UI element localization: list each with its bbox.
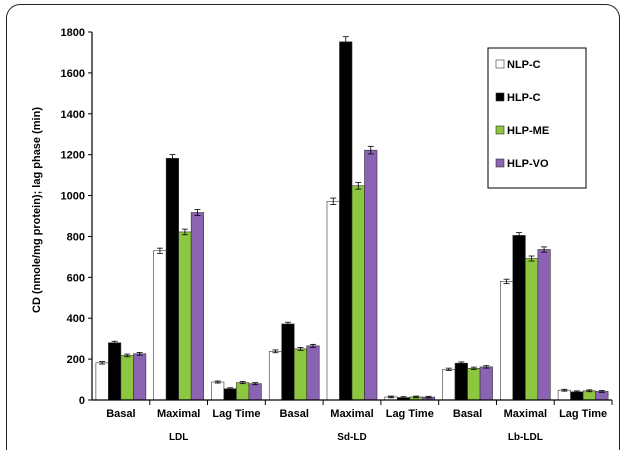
bar-hlp-c: [454, 362, 468, 401]
x-tick-label: Maximal: [330, 408, 373, 420]
y-tick-label: 800: [67, 231, 85, 243]
bar-hlp-me: [236, 382, 250, 401]
bars: [95, 36, 609, 401]
bar-hlp-me: [293, 348, 308, 401]
bar-hlp-c: [512, 235, 526, 401]
x-tick-label: Basal: [280, 408, 309, 420]
bar-hlp-me: [351, 185, 365, 401]
legend-swatch: [495, 92, 505, 102]
legend-label: HLP-C: [507, 92, 541, 104]
figure-frame: [6, 4, 620, 450]
bar-nlp-c: [442, 369, 456, 401]
bar-hlp-vo: [133, 353, 147, 401]
y-axis-label: CD (nmole/mg protein); lag phase (min): [31, 107, 43, 313]
bar-nlp-c: [268, 351, 283, 401]
bar-hlp-vo: [537, 249, 551, 401]
y-tick-label: 400: [67, 313, 85, 325]
legend-box: [487, 47, 587, 189]
bar-nlp-c: [500, 281, 514, 401]
x-tick-label: Lag Time: [212, 408, 260, 420]
bar-hlp-vo: [306, 345, 320, 401]
bar-nlp-c: [326, 200, 340, 401]
group-label: LDL: [169, 432, 188, 443]
y-tick-label: 1400: [61, 109, 85, 121]
y-tick-label: 1200: [61, 150, 85, 162]
bar-hlp-vo: [364, 149, 378, 401]
bar-hlp-c: [165, 158, 179, 401]
bar-hlp-vo: [248, 383, 262, 401]
group-label: Lb-LDL: [508, 432, 543, 443]
bar-nlp-c: [95, 362, 109, 401]
bar-nlp-c: [153, 250, 167, 401]
x-tick-label: Lag Time: [386, 408, 434, 420]
y-tick-label: 600: [67, 272, 85, 284]
y-tick-label: 200: [67, 354, 85, 366]
y-tick-label: 1800: [61, 27, 85, 39]
bar-hlp-me: [525, 258, 539, 401]
bar-hlp-vo: [479, 366, 493, 401]
legend-label: HLP-VO: [507, 158, 549, 170]
bar-hlp-c: [339, 41, 353, 401]
bar-hlp-c: [223, 388, 237, 401]
bar-hlp-c: [108, 342, 122, 401]
bar-hlp-me: [120, 355, 134, 401]
x-axis: Basal Maximal Lag Time Basal Maximal Lag Time…: [92, 399, 613, 443]
bar-hlp-me: [582, 390, 596, 401]
x-tick-label: Basal: [453, 408, 482, 420]
y-tick-label: 0: [79, 395, 85, 407]
y-tick-label: 1000: [61, 191, 85, 203]
legend-label: NLP-C: [507, 59, 541, 71]
bar-nlp-c: [211, 381, 225, 401]
y-tick-label: 1600: [61, 68, 85, 80]
bar-hlp-c: [281, 323, 295, 401]
group-label: Sd-LD: [337, 432, 366, 443]
legend-swatch: [495, 158, 505, 168]
bar-hlp-me: [178, 231, 192, 401]
x-tick-label: Maximal: [157, 408, 200, 420]
bar-hlp-me: [467, 368, 481, 401]
x-tick-label: Lag Time: [559, 408, 607, 420]
y-axis: 0 200 400 600 800 1000 1200 1400 1600 1800: [61, 27, 93, 407]
bar-hlp-vo: [190, 212, 204, 401]
x-tick-label: Maximal: [504, 408, 547, 420]
legend-swatch: [495, 59, 505, 69]
bar-nlp-c: [557, 389, 571, 401]
legend-swatch: [495, 125, 505, 135]
x-tick-label: Basal: [106, 408, 135, 420]
legend-label: HLP-ME: [507, 125, 549, 137]
legend: NLP-C HLP-C HLP-ME HLP-VO: [487, 47, 587, 189]
